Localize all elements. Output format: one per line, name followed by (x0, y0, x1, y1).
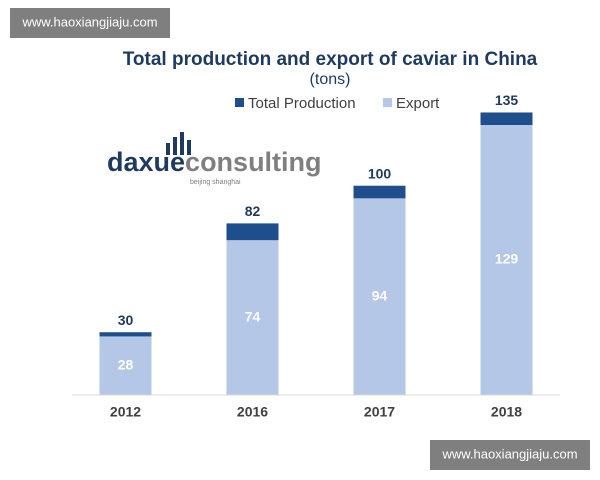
watermark: www.haoxiangjiaju.com (441, 446, 577, 461)
bar (226, 240, 279, 395)
logo-bar (166, 143, 170, 155)
logo-text: daxueconsulting (107, 147, 322, 177)
legend-label: Export (396, 95, 440, 112)
data-label: 100 (368, 165, 392, 181)
legend-swatch (235, 98, 244, 107)
x-tick-label: 2016 (237, 404, 268, 420)
legend-swatch (383, 98, 392, 107)
data-label: 30 (118, 312, 134, 328)
legend-label: Total Production (248, 95, 356, 112)
data-label: 74 (245, 308, 261, 324)
bar (353, 198, 406, 395)
data-label: 28 (118, 356, 134, 372)
x-tick-label: 2012 (110, 404, 141, 420)
logo-tagline: beijing shanghai (190, 179, 241, 186)
logo-part: daxue (107, 147, 185, 177)
logo-bar (173, 137, 177, 155)
logo-bar (180, 132, 184, 155)
logo-bar (187, 140, 191, 155)
watermark: www.haoxiangjiaju.com (21, 14, 157, 29)
bar (480, 125, 533, 396)
x-tick-label: 2017 (364, 404, 395, 420)
data-label: 135 (495, 92, 519, 108)
data-label: 129 (495, 251, 519, 267)
chart-subtitle: (tons) (310, 71, 351, 88)
data-label: 94 (372, 287, 388, 303)
watermark-box (430, 440, 590, 470)
logo: daxueconsulting beijing shanghai (107, 132, 322, 186)
data-label: 82 (245, 203, 261, 219)
x-tick-label: 2018 (491, 404, 522, 420)
watermark-box (10, 8, 170, 38)
bar (99, 336, 152, 395)
chart-title: Total production and export of caviar in… (123, 49, 538, 70)
logo-part: consulting (185, 147, 322, 177)
